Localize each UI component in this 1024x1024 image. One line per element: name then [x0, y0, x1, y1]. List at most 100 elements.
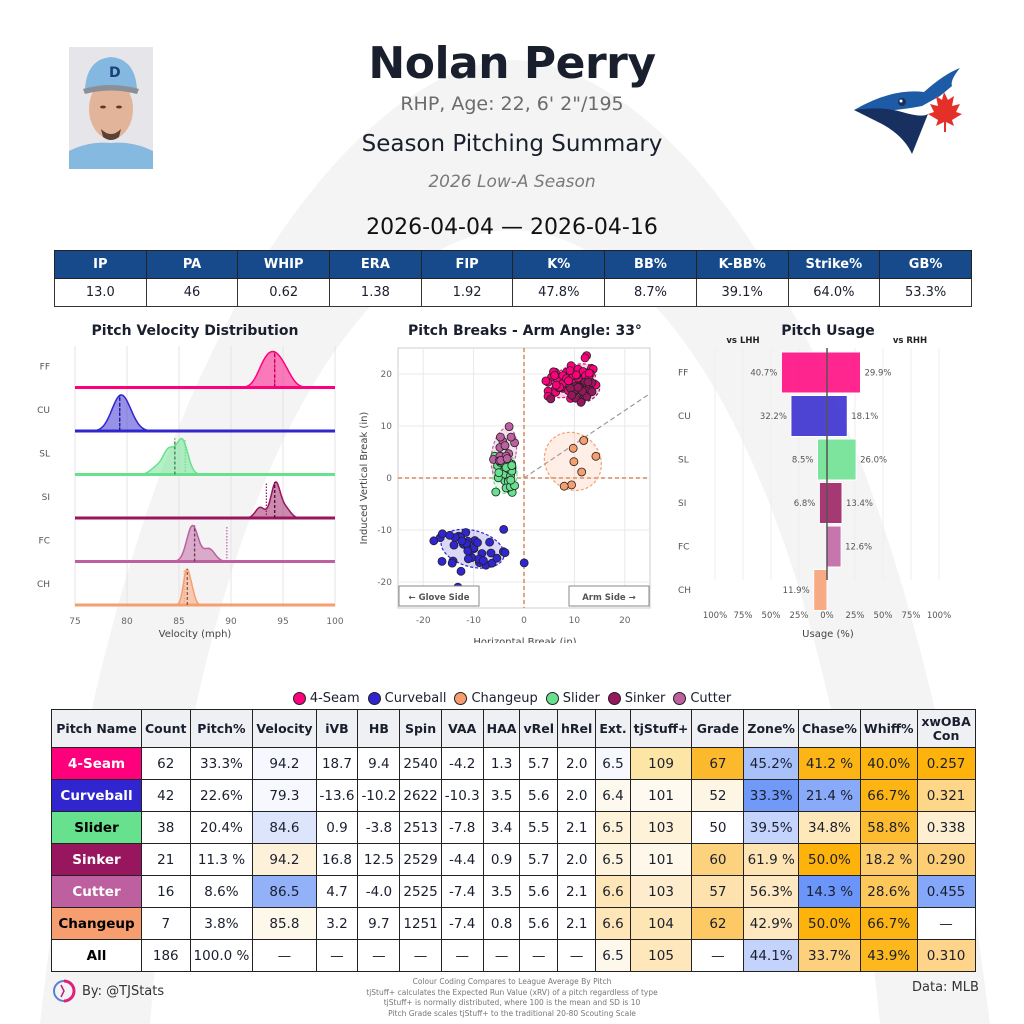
date-range: 2026-04-04 — 2026-04-16: [366, 215, 658, 240]
pitch-table-cell: 42: [141, 779, 191, 812]
x-tick-label: 85: [173, 617, 184, 627]
pitch-table-cell: 62: [141, 747, 191, 780]
pitch-table-cell: —: [252, 939, 317, 972]
pitch-table-cell: 41.2 %: [797, 747, 861, 780]
pitch-point-CH: [568, 443, 578, 453]
pitch-table-cell: 5.5: [519, 811, 559, 844]
pitch-table-cell: 6.6: [595, 875, 631, 908]
x-tick-label: 75: [69, 617, 80, 627]
y-axis-label: Induced Vertical Break (in): [359, 412, 370, 545]
pitch-table-cell: 50.0%: [797, 907, 861, 940]
pitch-table-cell: 0.310: [916, 939, 976, 972]
pitch-table-cell: 3.5: [482, 779, 521, 812]
pitch-table-cell: 0.9: [482, 843, 521, 876]
pitch-name-cell: Slider: [51, 811, 142, 844]
summary-stat-value: 1.38: [329, 278, 422, 307]
pitch-table-header: tjStuff+: [629, 709, 693, 748]
footer-note: tjStuff+ calculates the Expected Run Val…: [366, 987, 658, 997]
row-label: CU: [37, 406, 50, 416]
pitch-table-cell: 16: [141, 875, 191, 908]
pitch-table-cell: 4.7: [315, 875, 359, 908]
pitch-point-SI: [587, 387, 597, 397]
pitch-point-FF: [564, 376, 573, 386]
pitch-table-cell: 66.7%: [859, 907, 918, 940]
summary-stat-header: ERA: [329, 250, 422, 279]
summary-stat-header: BB%: [604, 250, 697, 279]
pitch-table-cell: 2.1: [557, 811, 597, 844]
pitch-table-cell: 103: [629, 875, 693, 908]
summary-stat-value: 53.3%: [879, 278, 972, 307]
legend-label: Changeup: [471, 691, 538, 706]
row-label: SL: [39, 450, 50, 460]
footer-notes: Colour Coding Compares to League Average…: [0, 977, 1024, 1019]
chart-title: Pitch Velocity Distribution: [92, 323, 299, 339]
summary-stat-header: WHIP: [237, 250, 331, 279]
pitch-point-CU: [457, 536, 467, 546]
pitch-table-cell: 6.5: [595, 939, 631, 972]
pitch-table-cell: 3.2: [315, 907, 359, 940]
pitch-table-cell: 5.6: [519, 907, 559, 940]
pitch-table-cell: -3.8: [357, 811, 401, 844]
pitch-point-FF: [565, 366, 575, 375]
pitch-table-cell: 45.2%: [743, 747, 799, 780]
legend-marker-icon: [292, 692, 306, 705]
bar-rhh-CU: [826, 395, 848, 437]
x-tick-label: 100%: [927, 611, 951, 621]
pitch-table-cell: 0.257: [916, 747, 976, 780]
pitch-table-cell: -4.2: [440, 747, 484, 780]
legend-label: Curveball: [384, 691, 447, 706]
bar-label-lhh: 11.9%: [783, 586, 810, 596]
pitch-table-cell: 2529: [399, 843, 442, 876]
row-label: FC: [678, 543, 689, 553]
pitch-table-cell: —: [519, 939, 559, 972]
pitch-table-cell: 14.3 %: [797, 875, 861, 908]
pitch-table-header: Ext.: [595, 709, 631, 748]
pitch-point-SI: [573, 383, 583, 392]
x-tick-label: 75%: [902, 611, 921, 621]
bar-lhh-SL: [816, 438, 828, 481]
pitch-point-FF: [551, 380, 561, 390]
pitch-point-CU: [447, 558, 457, 568]
x-axis-label: Usage (%): [802, 629, 854, 640]
pitch-point-CU: [429, 536, 439, 546]
pitch-table-cell: 101: [629, 843, 693, 876]
pitch-table-cell: —: [315, 939, 359, 972]
pitch-table-cell: 21: [141, 843, 191, 876]
legend-item: Slider: [545, 691, 600, 706]
pitch-table-cell: 6.4: [595, 779, 631, 812]
pitch-point-SI: [567, 390, 577, 400]
summary-stat-value: 39.1%: [695, 278, 789, 307]
pitch-point-CH: [559, 481, 569, 491]
pitch-table-cell: 57: [691, 875, 745, 908]
pitch-table-cell: 1251: [399, 907, 442, 940]
pitch-table-cell: 43.9%: [859, 939, 918, 972]
pitch-point-CU: [438, 529, 447, 539]
bar-lhh-FF: [780, 351, 828, 394]
pitch-point-CU: [485, 537, 495, 547]
summary-stat-value: 64.0%: [787, 278, 881, 307]
pitch-table-header: xwOBA Con: [916, 709, 976, 748]
pitch-table-cell: 103: [629, 811, 693, 844]
pitch-point-FF: [584, 368, 594, 378]
pitch-point-CU: [449, 540, 459, 550]
pitch-table-header: Pitch Name: [51, 709, 142, 748]
pitch-table-cell: 42.9%: [743, 907, 799, 940]
pitch-point-SL: [494, 468, 504, 478]
pitch-table-cell: -10.3: [440, 779, 484, 812]
pitch-table-cell: 62: [691, 907, 745, 940]
pitch-point-CU: [445, 530, 455, 540]
x-tick-label: 80: [121, 617, 133, 627]
pitch-table-cell: 2.0: [557, 843, 597, 876]
pitch-point-CH: [569, 457, 579, 467]
legend-item: Cutter: [673, 691, 731, 706]
pitch-table-row: 4-Seam 62 33.3% 94.2 18.7 9.4 2540 -4.2 1.3 5.7 2.…: [51, 747, 976, 780]
chart-title: Pitch Breaks - Arm Angle: 33°: [408, 323, 642, 339]
legend-label: Sinker: [624, 691, 666, 706]
summary-stat-value: 1.92: [420, 278, 514, 307]
row-label: SI: [42, 493, 50, 503]
pitch-point-FC: [495, 432, 505, 442]
pitch-point-FC: [504, 422, 514, 431]
pitch-table-cell: -7.8: [440, 811, 484, 844]
row-label: SL: [678, 456, 689, 466]
legend-item: Curveball: [367, 691, 447, 706]
